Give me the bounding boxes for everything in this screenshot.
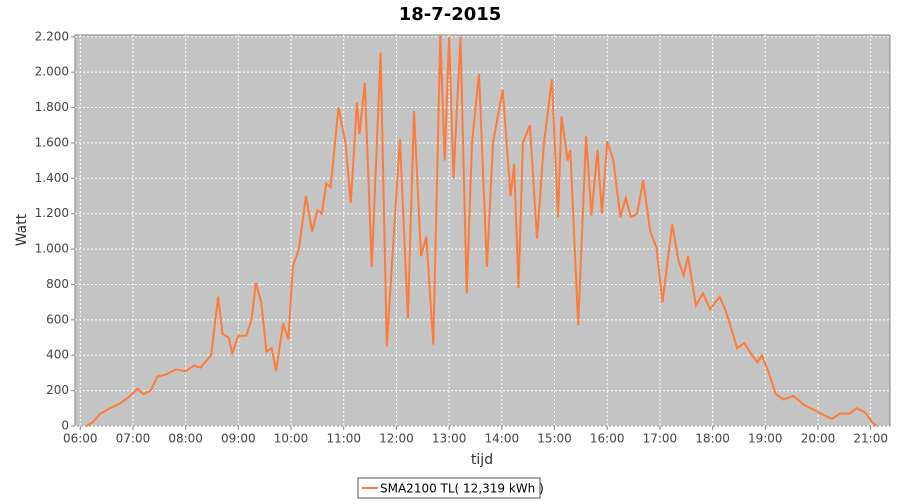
y-tick-label: 0: [61, 419, 69, 433]
y-tick-label: 1.200: [35, 206, 69, 220]
x-tick-label: 06:00: [63, 432, 98, 446]
y-tick-label: 1.800: [35, 100, 69, 114]
plot-area: [74, 34, 891, 427]
legend: [357, 477, 541, 499]
y-tick-label: 1.400: [35, 171, 69, 185]
y-tick-label: 1.000: [35, 242, 69, 256]
x-tick-label: 19:00: [748, 432, 783, 446]
x-tick-label: 12:00: [379, 432, 414, 446]
x-tick-label: 15:00: [537, 432, 572, 446]
x-axis-label: tijd: [471, 452, 493, 468]
x-tick-label: 09:00: [221, 432, 256, 446]
y-tick-label: 1.600: [35, 135, 69, 149]
y-tick-label: 200: [46, 383, 69, 397]
y-tick-label: 400: [46, 348, 69, 362]
x-tick-label: 18:00: [695, 432, 730, 446]
x-tick-label: 20:00: [801, 432, 836, 446]
y-tick-label: 600: [46, 312, 69, 326]
x-tick-label: 21:00: [853, 432, 888, 446]
x-tick-label: 08:00: [168, 432, 203, 446]
x-tick-label: 07:00: [116, 432, 151, 446]
series-line: [85, 34, 878, 427]
y-tick-label: 800: [46, 277, 69, 291]
x-tick-label: 10:00: [274, 432, 309, 446]
y-axis-label: Watt: [14, 213, 30, 246]
x-tick-label: 11:00: [326, 432, 361, 446]
legend-label: SMA2100 TL( 12,319 kWh ): [380, 482, 544, 496]
x-tick-label: 17:00: [643, 432, 678, 446]
x-tick-label: 14:00: [485, 432, 520, 446]
x-tick-label: 16:00: [590, 432, 625, 446]
chart-title: 18-7-2015: [399, 4, 502, 25]
y-tick-label: 2.000: [35, 65, 69, 79]
x-tick-label: 13:00: [432, 432, 467, 446]
y-tick-label: 2.200: [35, 29, 69, 43]
